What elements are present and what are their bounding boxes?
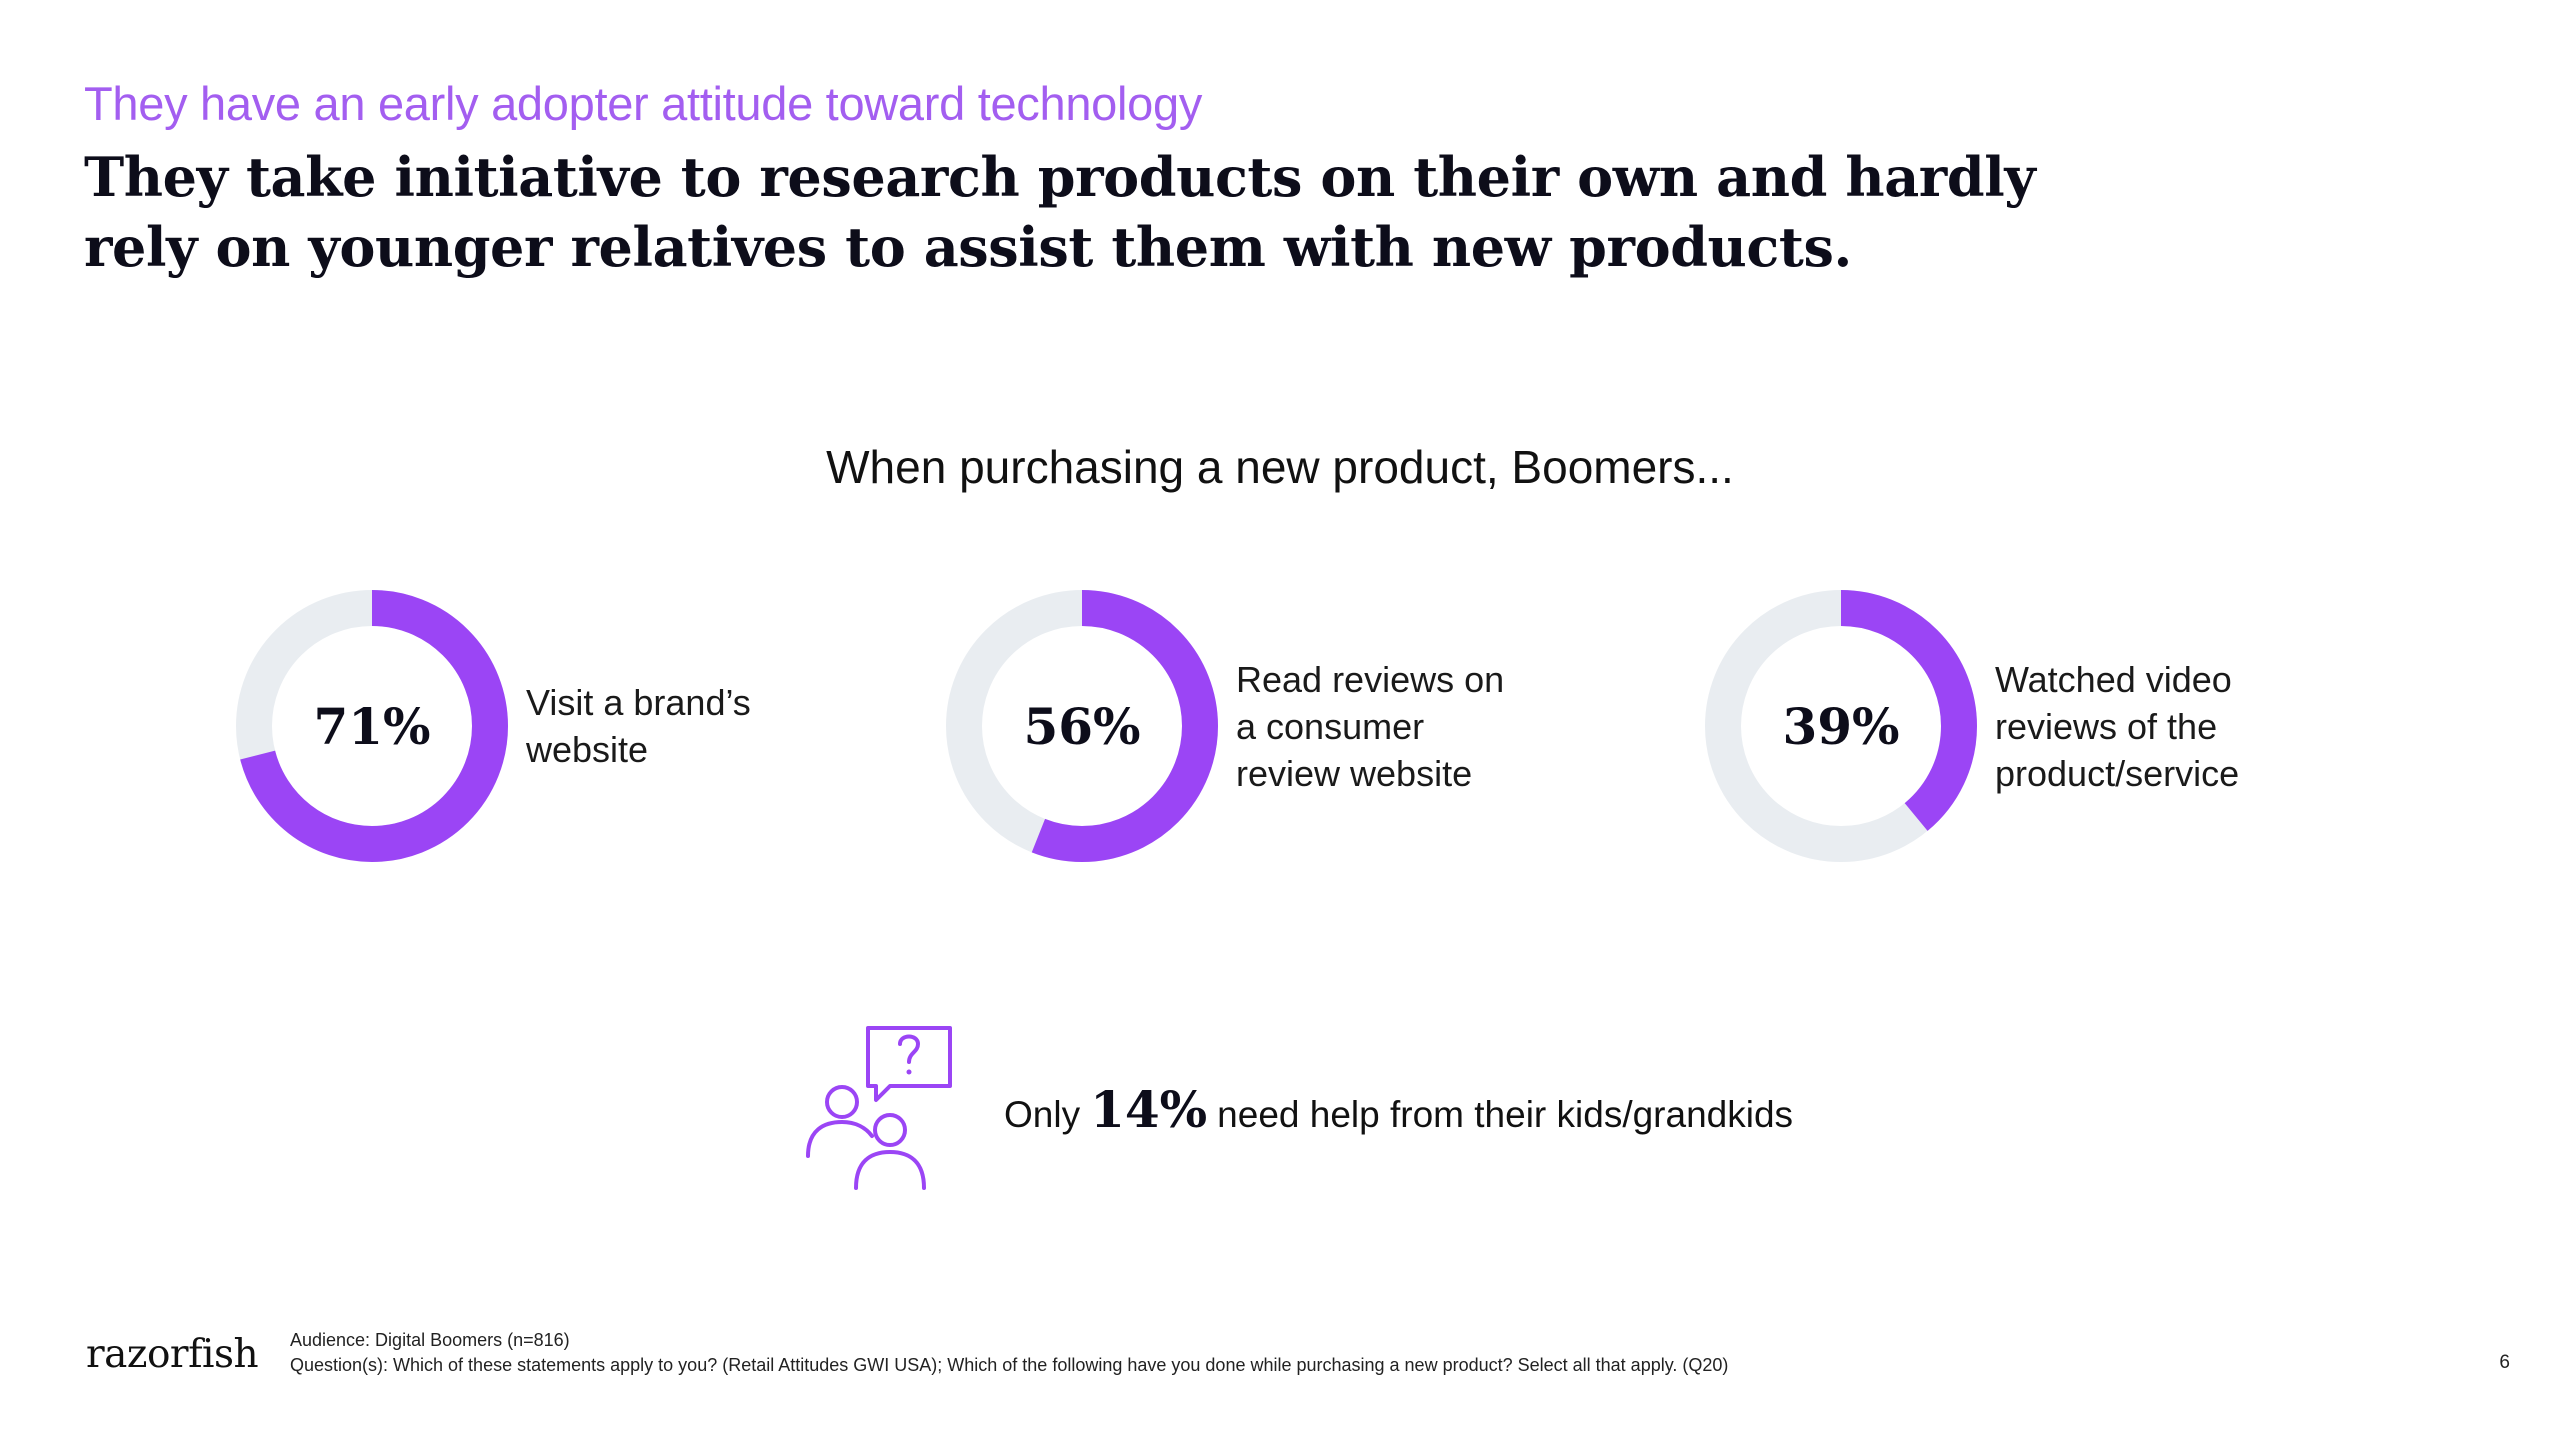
donut-arc-value [1705, 590, 1977, 862]
donut-arc-value [236, 590, 508, 862]
page-number: 6 [2499, 1352, 2510, 1373]
donut-value-label: 39% [1782, 696, 1900, 756]
eyebrow-title: They have an early adopter attitude towa… [84, 77, 1203, 130]
help-suffix: need help from their kids/grandkids [1217, 1094, 1794, 1135]
headline: They take initiative to research product… [84, 145, 2036, 279]
stat-label: Visit a brand’s website [526, 682, 751, 770]
chart-title: When purchasing a new product, Boomers..… [826, 441, 1734, 493]
footnote-questions: Question(s): Which of these statements a… [290, 1355, 1729, 1375]
donut-value-label: 71% [313, 696, 431, 756]
stat-label: Watched video reviews of the product/ser… [1995, 658, 2240, 794]
donut-arc-value [946, 590, 1218, 862]
help-value: 14% [1090, 1080, 1208, 1139]
help-statement: Only 14% need help from their kids/grand… [1004, 1080, 1793, 1150]
donut-value-label: 56% [1023, 696, 1141, 756]
donut-chart [236, 590, 508, 862]
help-prefix: Only [1004, 1094, 1081, 1135]
razorfish-logo: razorfish [86, 1332, 259, 1377]
donut-chart [1705, 590, 1977, 862]
stat-label: Read reviews on a consumer review websit… [1236, 658, 1505, 794]
people-question-icon [806, 1026, 952, 1190]
footnote: Audience: Digital Boomers (n=816) Questi… [290, 1328, 1728, 1378]
donut-chart [946, 590, 1218, 862]
footnote-audience: Audience: Digital Boomers (n=816) [290, 1330, 570, 1350]
